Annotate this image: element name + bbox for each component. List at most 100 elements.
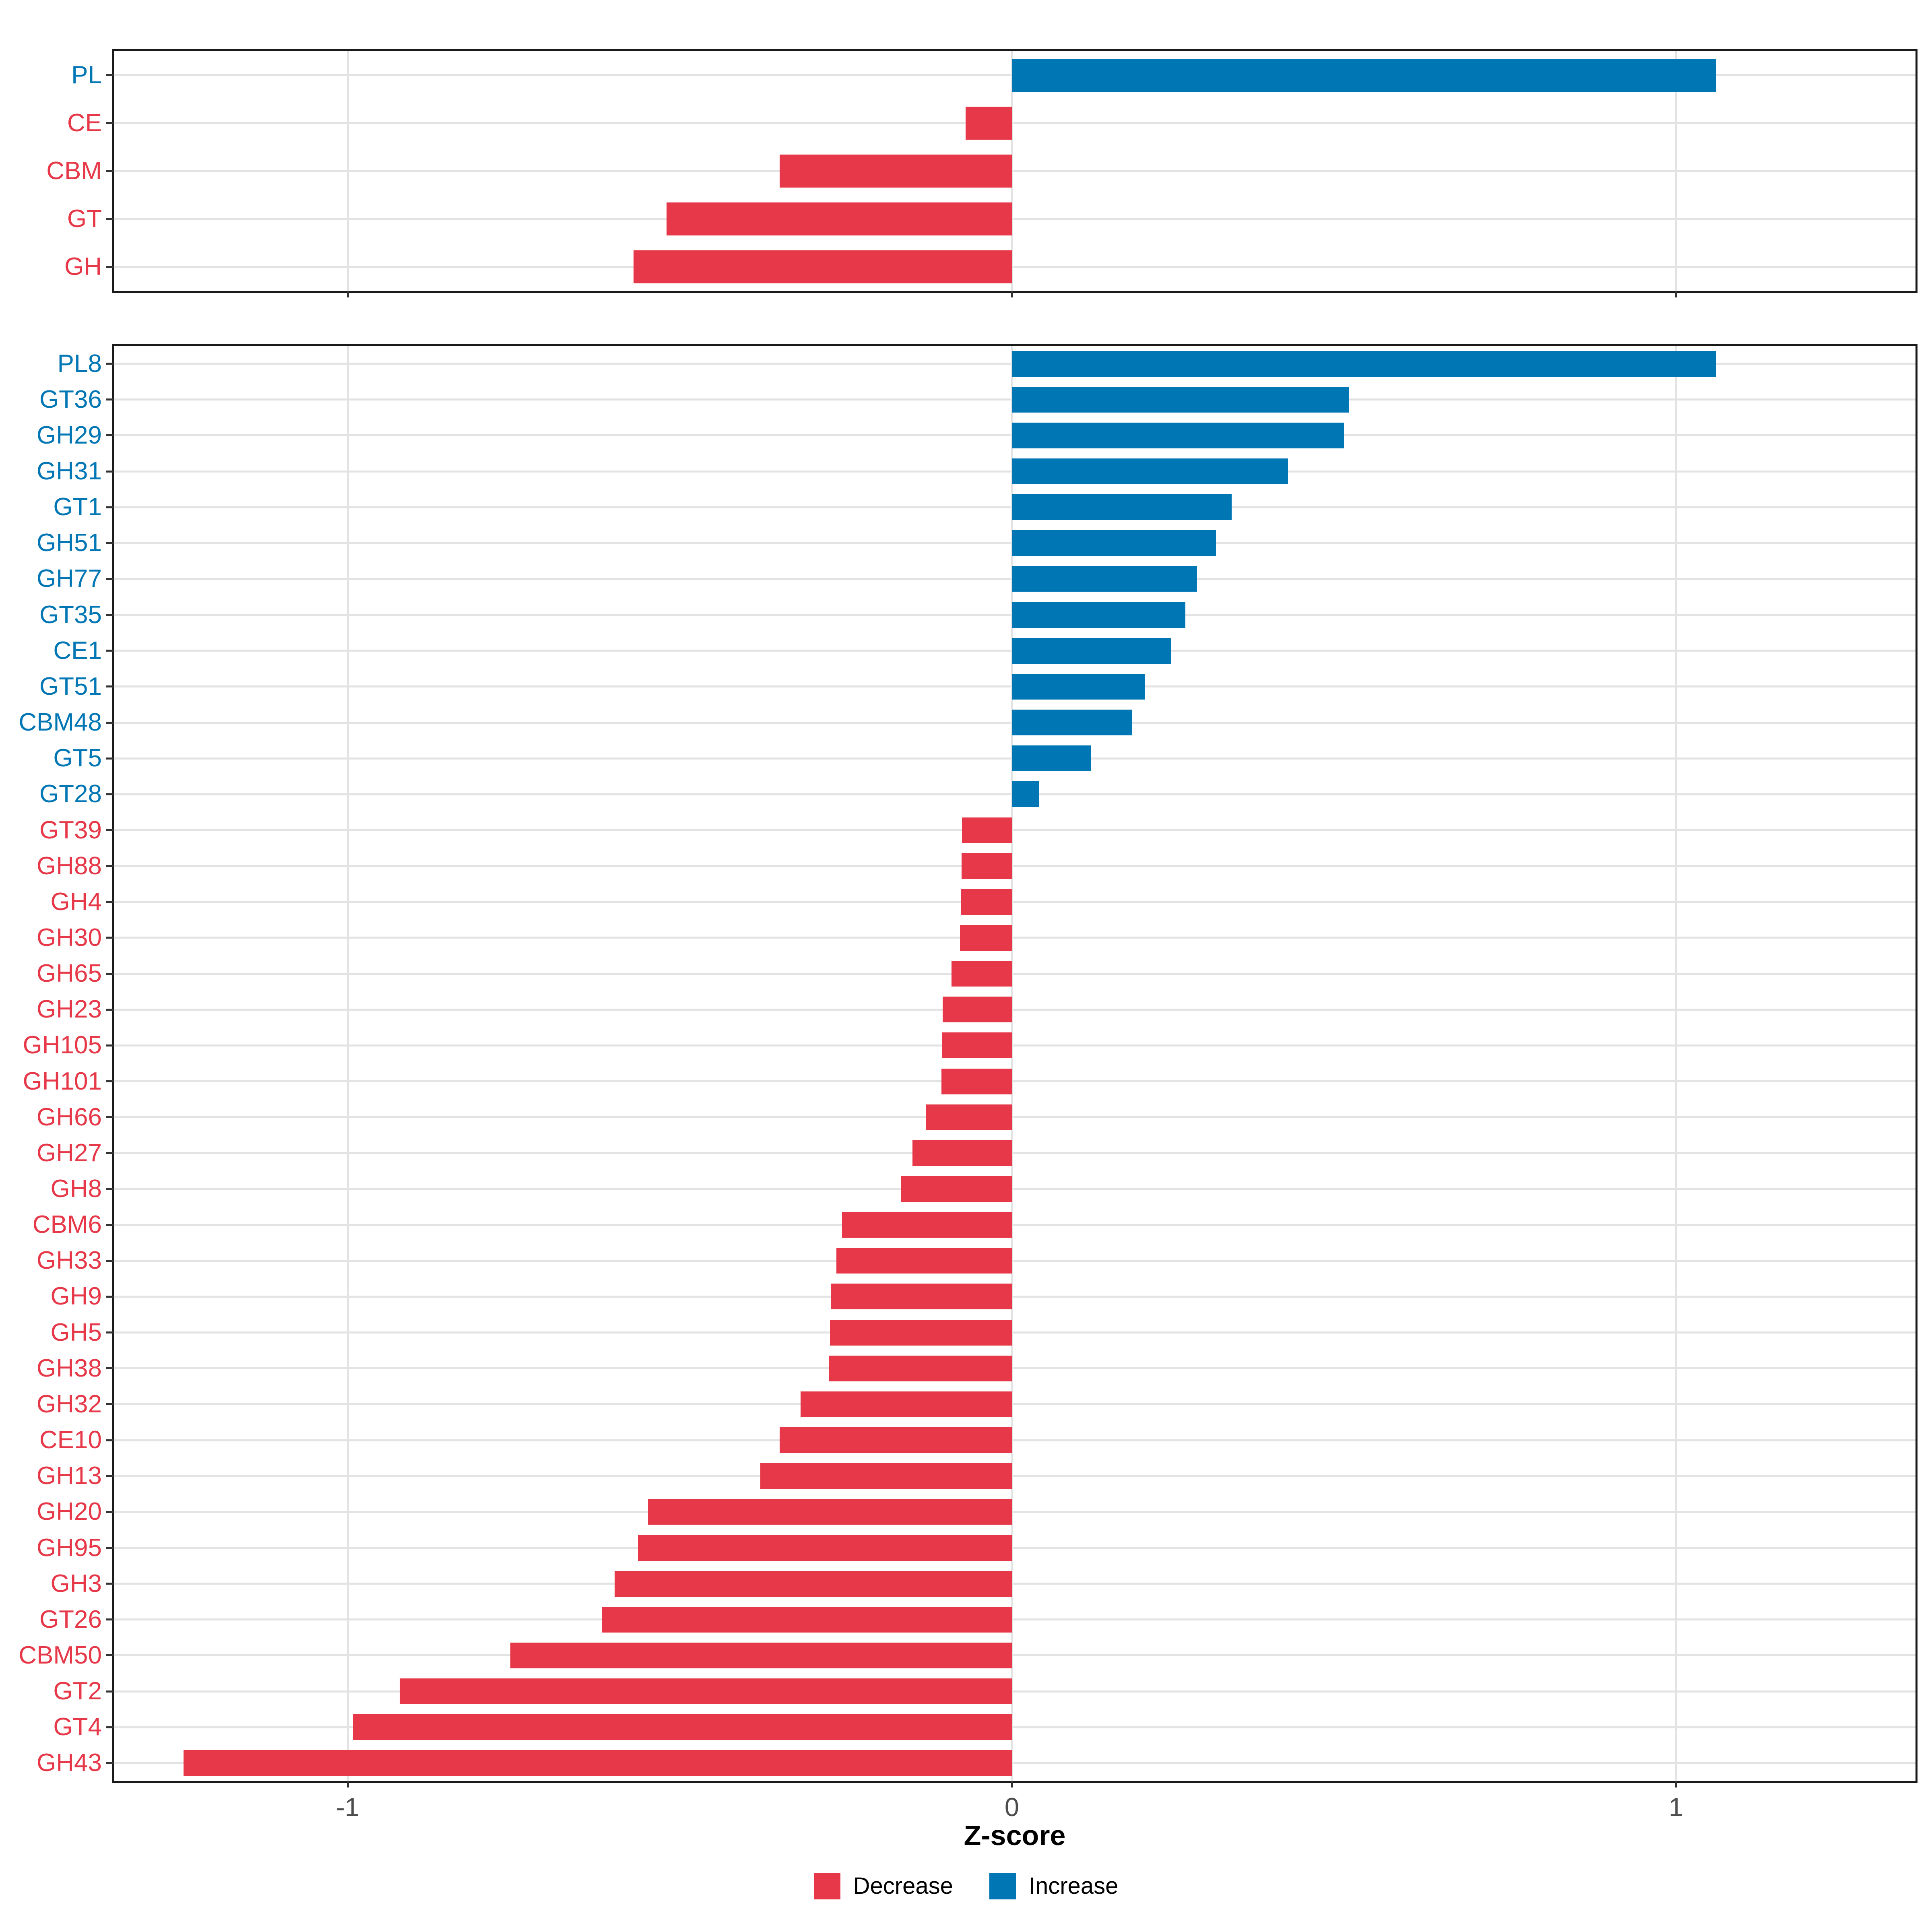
horizontal-gridline bbox=[114, 1259, 1915, 1262]
y-axis-label-GH66: GH66 bbox=[37, 1103, 102, 1131]
horizontal-gridline bbox=[114, 1116, 1915, 1119]
y-axis-tick bbox=[106, 1511, 114, 1513]
x-tick-label: 1 bbox=[1668, 1792, 1684, 1822]
y-axis-label-GH38: GH38 bbox=[37, 1354, 102, 1382]
y-axis-label-GH20: GH20 bbox=[37, 1498, 102, 1526]
legend-item-increase: Increase bbox=[989, 1872, 1118, 1899]
bar-GT28 bbox=[1012, 781, 1039, 807]
horizontal-gridline bbox=[114, 1331, 1915, 1334]
bar-GT1 bbox=[1012, 494, 1232, 520]
bar-CE10 bbox=[779, 1427, 1012, 1453]
y-axis-label-GT36: GT36 bbox=[39, 385, 102, 413]
bar-PL bbox=[1012, 58, 1716, 92]
bar-GH bbox=[633, 250, 1012, 284]
bar-GH95 bbox=[638, 1535, 1012, 1561]
bar-GT51 bbox=[1012, 673, 1145, 700]
y-axis-label-CBM6: CBM6 bbox=[32, 1211, 102, 1239]
y-axis-tick bbox=[106, 1726, 114, 1728]
bar-CBM48 bbox=[1012, 710, 1132, 736]
class-summary-panel: PL CE CBM GT GH bbox=[46, 49, 1918, 297]
y-axis-label-CE1: CE1 bbox=[53, 636, 102, 665]
y-axis-label-CBM48: CBM48 bbox=[19, 708, 102, 737]
x-axis-tick bbox=[347, 291, 349, 297]
y-axis-tick bbox=[106, 1188, 114, 1190]
bar-GH27 bbox=[912, 1140, 1012, 1166]
y-axis-label-GT35: GT35 bbox=[39, 601, 102, 629]
y-axis-label-GT26: GT26 bbox=[39, 1605, 102, 1633]
y-axis-label-GH95: GH95 bbox=[37, 1534, 102, 1562]
y-axis-tick bbox=[106, 1259, 114, 1262]
bar-GH4 bbox=[960, 889, 1012, 915]
y-axis-label-GH9: GH9 bbox=[50, 1282, 102, 1311]
bar-GH65 bbox=[951, 961, 1012, 987]
bar-GT26 bbox=[602, 1606, 1012, 1633]
y-axis-tick bbox=[106, 1475, 114, 1477]
bar-CBM50 bbox=[510, 1642, 1012, 1668]
y-axis-tick bbox=[106, 1618, 114, 1621]
horizontal-gridline bbox=[114, 1726, 1915, 1728]
y-axis-tick bbox=[106, 685, 114, 688]
x-axis-tick bbox=[1011, 1781, 1013, 1788]
y-axis-label-GT: GT bbox=[67, 205, 102, 233]
vertical-gridline bbox=[1675, 346, 1677, 1781]
horizontal-gridline bbox=[114, 937, 1915, 939]
horizontal-gridline bbox=[114, 1367, 1915, 1370]
y-axis-tick bbox=[106, 218, 114, 220]
y-axis-tick bbox=[106, 542, 114, 544]
bar-GT5 bbox=[1012, 745, 1091, 772]
y-axis-tick bbox=[106, 122, 114, 124]
y-axis-tick bbox=[106, 614, 114, 616]
y-axis-tick bbox=[106, 1080, 114, 1083]
y-axis-tick bbox=[106, 1008, 114, 1011]
y-axis-tick bbox=[106, 398, 114, 401]
y-axis-tick bbox=[106, 865, 114, 867]
x-axis-tick bbox=[1011, 291, 1013, 297]
bar-CBM bbox=[779, 155, 1012, 188]
vertical-gridline bbox=[1011, 346, 1013, 1781]
y-axis-tick bbox=[106, 506, 114, 508]
x-tick-label: 0 bbox=[1004, 1792, 1020, 1822]
horizontal-gridline bbox=[114, 266, 1915, 268]
horizontal-gridline bbox=[114, 1403, 1915, 1406]
decrease-swatch bbox=[813, 1872, 840, 1899]
y-axis-label-GH51: GH51 bbox=[37, 529, 102, 557]
y-axis-label-GT5: GT5 bbox=[53, 744, 102, 772]
horizontal-gridline bbox=[114, 1152, 1915, 1154]
y-axis-label-GT39: GT39 bbox=[39, 816, 102, 844]
bar-GH20 bbox=[648, 1499, 1012, 1525]
y-axis-label-CBM50: CBM50 bbox=[19, 1641, 102, 1669]
horizontal-gridline bbox=[114, 1080, 1915, 1083]
y-axis-tick bbox=[106, 793, 114, 795]
legend: Decrease Increase bbox=[0, 1872, 1932, 1899]
bar-CE bbox=[965, 106, 1012, 140]
legend-item-decrease: Decrease bbox=[813, 1872, 953, 1899]
horizontal-gridline bbox=[114, 865, 1915, 867]
y-axis-tick bbox=[106, 1547, 114, 1549]
y-axis-label-GH23: GH23 bbox=[37, 995, 102, 1024]
y-axis-label-GH27: GH27 bbox=[37, 1139, 102, 1167]
horizontal-gridline bbox=[114, 1654, 1915, 1657]
bar-GT4 bbox=[353, 1714, 1012, 1740]
y-axis-tick bbox=[106, 1690, 114, 1693]
horizontal-gridline bbox=[114, 1224, 1915, 1226]
family-detail-panel: PL8 GT36 GH29 GH31 GT1 GH51 GH77 GT35 CE1 GT51 CBM… bbox=[19, 344, 1918, 1788]
y-axis-tick bbox=[106, 470, 114, 473]
bar-GH31 bbox=[1012, 458, 1288, 485]
y-axis-label-GH30: GH30 bbox=[37, 923, 102, 952]
bar-GH33 bbox=[836, 1248, 1012, 1274]
y-axis-tick bbox=[106, 1762, 114, 1764]
y-axis-label-GH5: GH5 bbox=[50, 1318, 102, 1346]
bar-CE1 bbox=[1012, 638, 1171, 664]
y-axis-tick bbox=[106, 1116, 114, 1119]
y-axis-label-GH31: GH31 bbox=[37, 457, 102, 485]
bar-GH77 bbox=[1012, 566, 1197, 592]
y-axis-tick bbox=[106, 1295, 114, 1298]
y-axis-label-GH13: GH13 bbox=[37, 1462, 102, 1490]
y-axis-tick bbox=[106, 1439, 114, 1441]
y-axis-tick bbox=[106, 1331, 114, 1334]
y-axis-tick bbox=[106, 363, 114, 365]
y-axis-label-PL8: PL8 bbox=[57, 349, 102, 378]
horizontal-gridline bbox=[114, 1618, 1915, 1621]
vertical-gridline bbox=[347, 346, 349, 1781]
